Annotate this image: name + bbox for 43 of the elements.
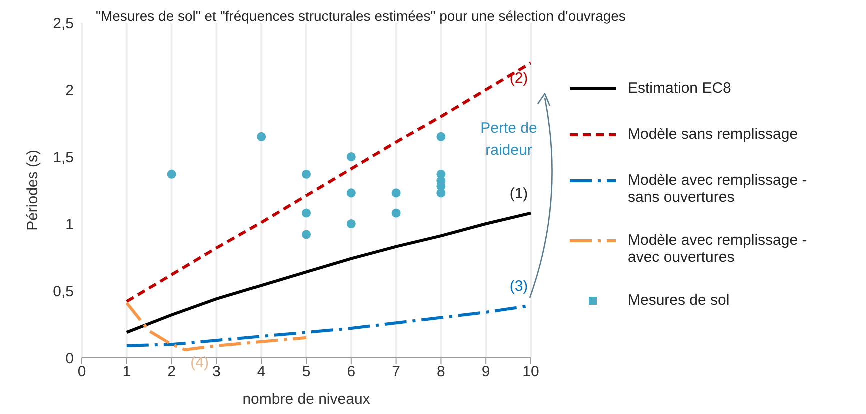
y-tick-label: 0,5 (53, 283, 74, 300)
point (302, 230, 312, 240)
point (392, 208, 401, 218)
point (436, 188, 446, 198)
point (167, 170, 176, 179)
legend-label: Estimation EC8 (628, 80, 732, 97)
line-series (125, 302, 308, 352)
x-tick-label: 8 (437, 364, 446, 381)
x-tick-label: 1 (122, 364, 132, 381)
x-tick-label: 2 (168, 364, 176, 381)
legend-label: Mesures de sol (628, 292, 731, 309)
point (302, 208, 312, 218)
x-tick-label: 6 (347, 364, 356, 381)
x-tick-label: 4 (257, 364, 266, 381)
annotation: (1) (510, 185, 528, 202)
point (392, 188, 401, 198)
x-tick-label: 7 (392, 364, 400, 381)
legend-label: Modèle avec remplissage - avec ouvertures (628, 232, 808, 266)
point (346, 152, 356, 162)
chart-title: "Mesures de sol" et "fréquences structurales estimées" pour une sélection d'ouvrages (96, 8, 627, 24)
point (257, 132, 266, 142)
legend-label: Modèle avec remplissage - sans ouvertures (628, 172, 808, 206)
x-axis-title: nombre de niveaux (242, 391, 371, 408)
annotation: Perte de raideur (480, 119, 538, 161)
y-tick-label: 1 (66, 216, 74, 234)
point (346, 188, 356, 198)
legend-label: Modèle sans remplissage (628, 126, 800, 143)
y-tick-label: 2,5 (53, 15, 74, 32)
annotation: (3) (510, 278, 528, 295)
point (436, 132, 446, 142)
x-tick-label: 9 (482, 364, 490, 381)
line-series (125, 212, 531, 334)
y-axis-title: Périodes (s) (24, 150, 42, 231)
x-tick-label: 0 (78, 364, 86, 381)
y-tick-label: 1,5 (53, 149, 74, 166)
x-tick-label: 3 (212, 364, 221, 381)
point (302, 170, 312, 179)
x-tick-label: 10 (522, 364, 540, 381)
x-tick-label: 5 (302, 364, 311, 381)
annotation: (4) (190, 354, 209, 372)
y-tick-label: 2 (66, 82, 74, 100)
point (346, 219, 356, 229)
y-tick-label: 0 (66, 350, 74, 368)
